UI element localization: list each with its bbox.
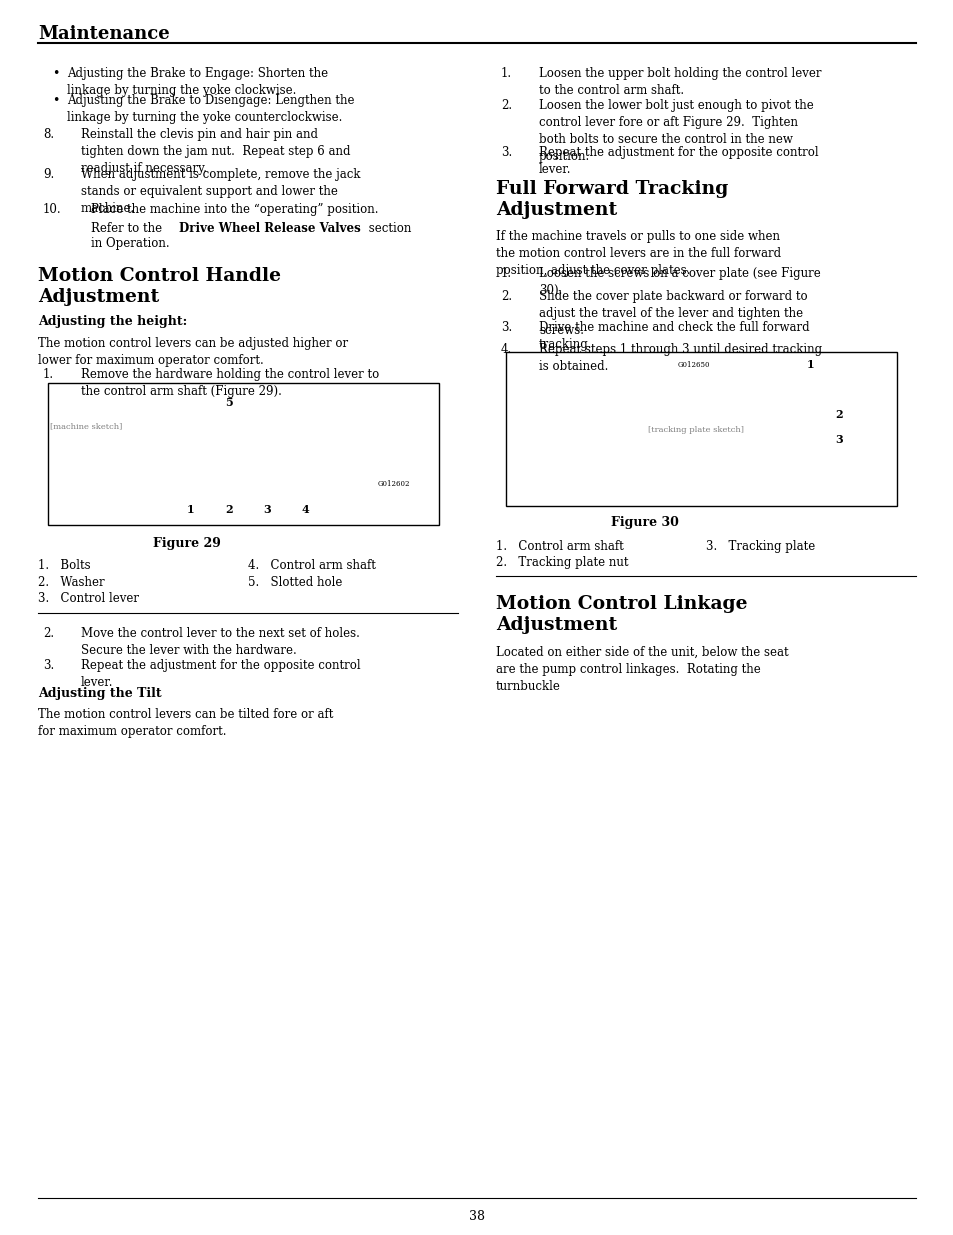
Text: Adjusting the Tilt: Adjusting the Tilt: [38, 687, 162, 700]
Text: 2.: 2.: [500, 99, 512, 112]
Text: Reinstall the clevis pin and hair pin and
tighten down the jam nut.  Repeat step: Reinstall the clevis pin and hair pin an…: [81, 128, 350, 175]
Text: Repeat steps 1 through 3 until desired tracking
is obtained.: Repeat steps 1 through 3 until desired t…: [538, 343, 821, 373]
Text: in Operation.: in Operation.: [91, 237, 169, 251]
Text: •: •: [52, 67, 60, 80]
Text: Maintenance: Maintenance: [38, 25, 170, 43]
Text: Slide the cover plate backward or forward to
adjust the travel of the lever and : Slide the cover plate backward or forwar…: [538, 290, 807, 337]
Text: 2.   Tracking plate nut: 2. Tracking plate nut: [496, 556, 628, 569]
Text: 1.: 1.: [43, 368, 54, 382]
Text: If the machine travels or pulls to one side when
the motion control levers are i: If the machine travels or pulls to one s…: [496, 230, 781, 277]
Text: 3.   Control lever: 3. Control lever: [38, 592, 139, 605]
Text: Loosen the lower bolt just enough to pivot the
control lever fore or aft Figure : Loosen the lower bolt just enough to piv…: [538, 99, 813, 163]
Text: 4.   Control arm shaft: 4. Control arm shaft: [248, 559, 375, 573]
Text: Adjusting the height:: Adjusting the height:: [38, 315, 187, 329]
Text: 4.: 4.: [500, 343, 512, 357]
Text: 8.: 8.: [43, 128, 54, 142]
Text: Figure 29: Figure 29: [152, 537, 220, 551]
Text: 2: 2: [225, 504, 233, 515]
Text: 5: 5: [225, 396, 233, 408]
Text: 1: 1: [187, 504, 194, 515]
Text: 10.: 10.: [43, 203, 62, 216]
Text: When adjustment is complete, remove the jack
stands or equivalent support and lo: When adjustment is complete, remove the …: [81, 168, 360, 215]
Text: Refer to the: Refer to the: [91, 222, 165, 236]
Text: 2.: 2.: [43, 627, 54, 641]
Text: The motion control levers can be tilted fore or aft
for maximum operator comfort: The motion control levers can be tilted …: [38, 708, 334, 737]
Text: Loosen the upper bolt holding the control lever
to the control arm shaft.: Loosen the upper bolt holding the contro…: [538, 67, 821, 96]
Text: The motion control levers can be adjusted higher or
lower for maximum operator c: The motion control levers can be adjuste…: [38, 337, 348, 367]
Text: 2: 2: [835, 409, 842, 420]
Text: Full Forward Tracking
Adjustment: Full Forward Tracking Adjustment: [496, 180, 728, 219]
Text: 4: 4: [301, 504, 309, 515]
Text: [machine sketch]: [machine sketch]: [50, 422, 122, 430]
Text: Place the machine into the “operating” position.: Place the machine into the “operating” p…: [91, 203, 377, 216]
Text: 3.: 3.: [500, 321, 512, 335]
Text: Loosen the screws on a cover plate (see Figure
30).: Loosen the screws on a cover plate (see …: [538, 267, 820, 296]
Text: Motion Control Handle
Adjustment: Motion Control Handle Adjustment: [38, 267, 281, 305]
Text: 1.   Bolts: 1. Bolts: [38, 559, 91, 573]
Text: Repeat the adjustment for the opposite control
lever.: Repeat the adjustment for the opposite c…: [538, 146, 818, 175]
Text: G012650: G012650: [677, 361, 709, 368]
Text: 3.: 3.: [43, 659, 54, 673]
Text: 1.: 1.: [500, 67, 512, 80]
Text: 9.: 9.: [43, 168, 54, 182]
Text: Figure 30: Figure 30: [610, 516, 678, 530]
Text: 38: 38: [469, 1210, 484, 1224]
Text: 1: 1: [806, 359, 814, 370]
Text: 5.   Slotted hole: 5. Slotted hole: [248, 576, 342, 589]
Text: 3: 3: [835, 433, 842, 445]
Text: G012602: G012602: [377, 480, 410, 488]
Text: [tracking plate sketch]: [tracking plate sketch]: [648, 426, 743, 433]
Text: Repeat the adjustment for the opposite control
lever.: Repeat the adjustment for the opposite c…: [81, 659, 360, 689]
Text: Drive the machine and check the full forward
tracking.: Drive the machine and check the full for…: [538, 321, 809, 351]
Text: 2.: 2.: [500, 290, 512, 304]
Text: Located on either side of the unit, below the seat
are the pump control linkages: Located on either side of the unit, belo…: [496, 646, 788, 693]
Text: 1.   Control arm shaft: 1. Control arm shaft: [496, 540, 623, 553]
Bar: [505, 352, 896, 506]
Text: Move the control lever to the next set of holes.
Secure the lever with the hardw: Move the control lever to the next set o…: [81, 627, 359, 657]
Text: 3: 3: [263, 504, 271, 515]
Bar: [48, 383, 438, 525]
Text: 2.   Washer: 2. Washer: [38, 576, 105, 589]
Text: section: section: [365, 222, 412, 236]
Text: Remove the hardware holding the control lever to
the control arm shaft (Figure 2: Remove the hardware holding the control …: [81, 368, 379, 398]
Text: 3.   Tracking plate: 3. Tracking plate: [705, 540, 815, 553]
Text: Adjusting the Brake to Engage: Shorten the
linkage by turning the yoke clockwise: Adjusting the Brake to Engage: Shorten t…: [67, 67, 328, 96]
Text: 3.: 3.: [500, 146, 512, 159]
Text: 1.: 1.: [500, 267, 512, 280]
Text: Drive Wheel Release Valves: Drive Wheel Release Valves: [179, 222, 361, 236]
Text: Motion Control Linkage
Adjustment: Motion Control Linkage Adjustment: [496, 595, 747, 634]
Text: •: •: [52, 94, 60, 107]
Text: Adjusting the Brake to Disengage: Lengthen the
linkage by turning the yoke count: Adjusting the Brake to Disengage: Length…: [67, 94, 354, 124]
